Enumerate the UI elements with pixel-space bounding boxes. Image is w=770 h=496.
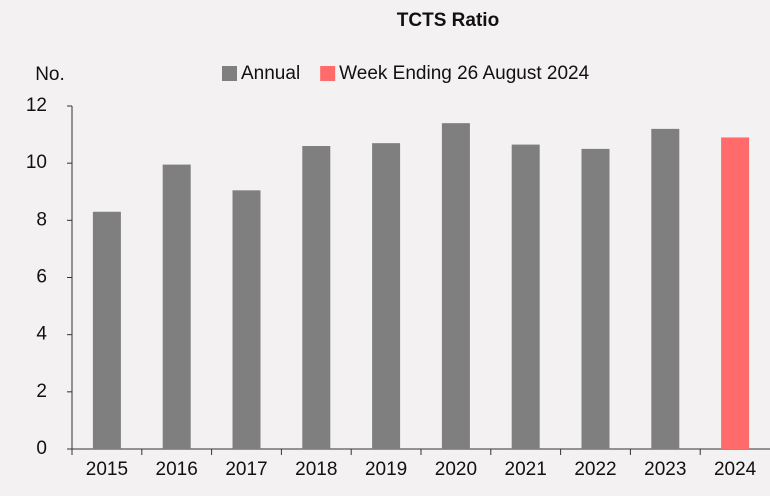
x-tick-label: 2019	[365, 459, 407, 480]
bar	[511, 144, 540, 449]
y-tick-label: 4	[36, 324, 47, 345]
y-axis-label: No.	[35, 64, 65, 85]
x-tick-label: 2020	[435, 459, 477, 480]
legend-label: Week Ending 26 August 2024	[339, 63, 589, 84]
y-tick-label: 0	[36, 438, 47, 459]
y-tick-label: 8	[36, 209, 47, 230]
legend-swatch	[320, 66, 336, 81]
y-tick-label: 12	[26, 95, 47, 116]
bar	[581, 148, 610, 449]
x-tick-label: 2015	[86, 459, 128, 480]
bar	[651, 128, 680, 449]
bar	[372, 143, 401, 450]
bar	[232, 190, 261, 449]
legend-label: Annual	[241, 63, 300, 84]
x-tick-label: 2018	[295, 459, 337, 480]
bar	[721, 137, 750, 450]
x-tick-label: 2022	[574, 459, 616, 480]
bar	[441, 123, 470, 450]
bar	[302, 146, 331, 449]
y-tick-label: 6	[36, 267, 47, 288]
chart-title: TCTS Ratio	[397, 10, 499, 31]
x-tick-label: 2021	[505, 459, 547, 480]
legend-swatch	[222, 66, 237, 81]
x-tick-label: 2024	[714, 459, 757, 480]
x-tick-label: 2017	[225, 459, 267, 480]
bar	[92, 211, 121, 449]
bar	[162, 164, 191, 450]
x-tick-label: 2023	[644, 459, 686, 480]
y-tick-label: 2	[36, 381, 47, 402]
y-tick-label: 10	[26, 152, 47, 173]
x-tick-label: 2016	[156, 459, 198, 480]
